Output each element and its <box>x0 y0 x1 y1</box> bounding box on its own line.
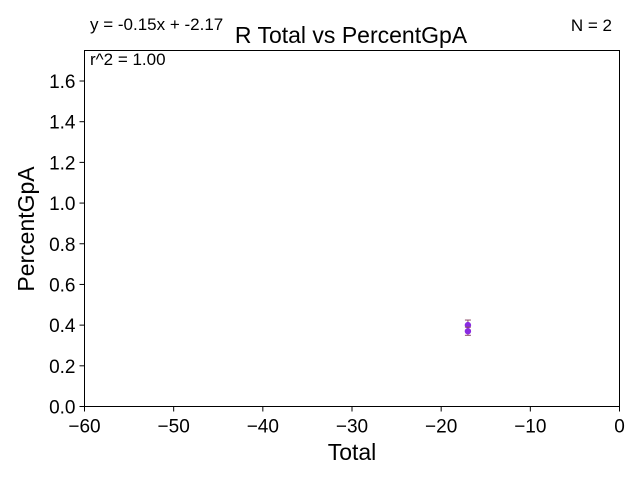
x-axis-label: Total <box>328 439 377 465</box>
y-axis: 0.0 0.2 0.4 0.6 0.8 1.0 1.2 1.4 1.6 <box>49 72 85 419</box>
x-tick-label: −10 <box>514 417 546 438</box>
y-tick-label: 0.6 <box>49 275 75 296</box>
y-tick-label: 0.8 <box>49 235 75 256</box>
y-tick-label: 0.4 <box>49 316 76 337</box>
y-tick-label: 1.4 <box>49 113 76 134</box>
x-tick-label: −20 <box>425 417 457 438</box>
y-axis-label: PercentGpA <box>13 166 39 292</box>
y-tick-label: 1.6 <box>49 72 75 93</box>
y-tick-label: 1.0 <box>49 194 75 215</box>
x-tick-label: −30 <box>336 417 368 438</box>
data-points <box>464 319 472 336</box>
r-squared: r^2 = 1.00 <box>90 50 166 69</box>
x-tick-label: −60 <box>68 417 100 438</box>
x-tick-label: 0 <box>614 417 625 438</box>
regression-equation: y = -0.15x + -2.17 <box>90 15 223 34</box>
y-tick-label: 1.2 <box>49 153 75 174</box>
x-axis: −60 −50 −40 −30 −20 −10 0 <box>68 406 625 438</box>
data-point <box>464 328 472 335</box>
x-tick-label: −40 <box>247 417 279 438</box>
plot-frame <box>84 50 620 407</box>
x-tick-label: −50 <box>158 417 190 438</box>
sample-count: N = 2 <box>571 16 612 35</box>
y-tick-label: 0.2 <box>49 357 75 378</box>
y-tick-label: 0.0 <box>49 398 75 419</box>
chart-title: R Total vs PercentGpA <box>235 22 468 48</box>
